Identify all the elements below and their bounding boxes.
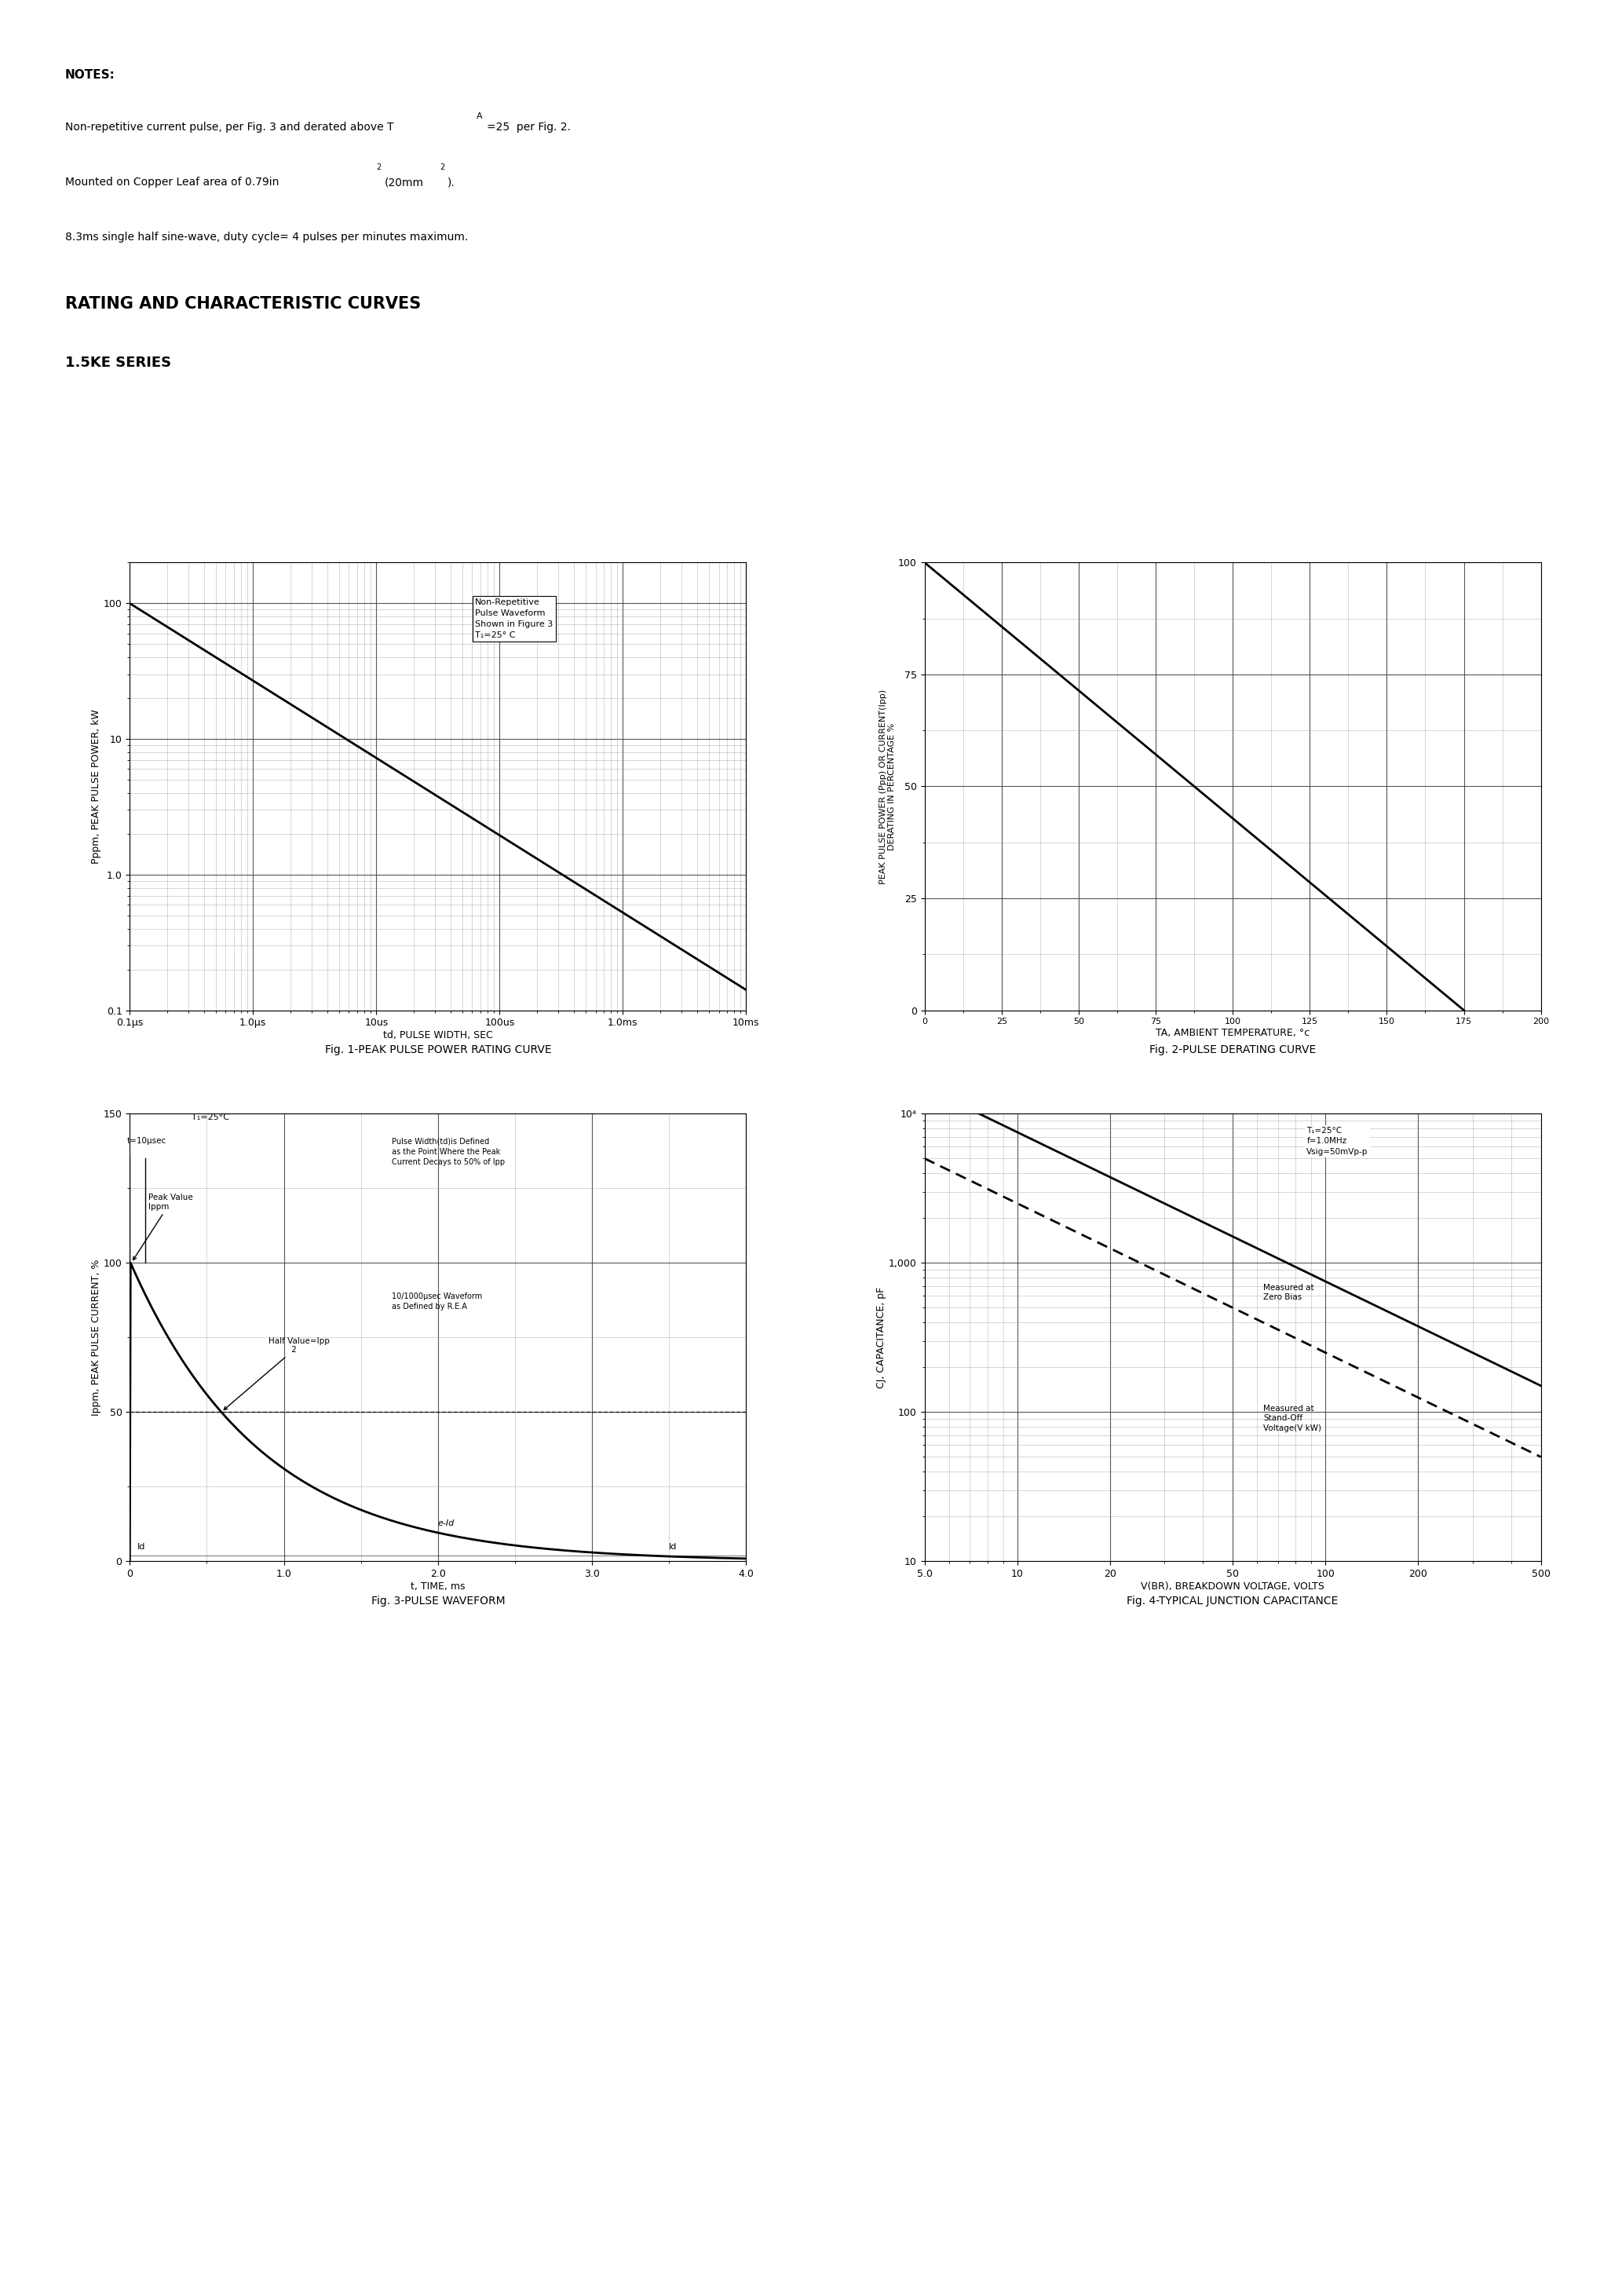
Text: Fig. 3-PULSE WAVEFORM: Fig. 3-PULSE WAVEFORM xyxy=(371,1596,504,1607)
X-axis label: t, TIME, ms: t, TIME, ms xyxy=(410,1582,466,1591)
Text: (20mm: (20mm xyxy=(384,177,423,188)
Text: T₁=25°C
f=1.0MHz
Vsig=50mVp-p: T₁=25°C f=1.0MHz Vsig=50mVp-p xyxy=(1307,1127,1369,1155)
Text: NOTES:: NOTES: xyxy=(65,69,115,80)
Text: t=10μsec: t=10μsec xyxy=(127,1137,165,1146)
Text: Fig. 4-TYPICAL JUNCTION CAPACITANCE: Fig. 4-TYPICAL JUNCTION CAPACITANCE xyxy=(1127,1596,1338,1607)
X-axis label: TA, AMBIENT TEMPERATURE, °c: TA, AMBIENT TEMPERATURE, °c xyxy=(1156,1029,1309,1038)
Text: Fig. 1-PEAK PULSE POWER RATING CURVE: Fig. 1-PEAK PULSE POWER RATING CURVE xyxy=(324,1045,551,1056)
Text: 8.3ms single half sine-wave, duty cycle= 4 pulses per minutes maximum.: 8.3ms single half sine-wave, duty cycle=… xyxy=(65,232,467,243)
X-axis label: td, PULSE WIDTH, SEC: td, PULSE WIDTH, SEC xyxy=(383,1031,493,1040)
Text: 2: 2 xyxy=(440,163,444,170)
Text: ).: ). xyxy=(448,177,456,188)
Text: Non-Repetitive
Pulse Waveform
Shown in Figure 3
T₁=25° C: Non-Repetitive Pulse Waveform Shown in F… xyxy=(475,599,553,638)
Text: Id: Id xyxy=(670,1543,678,1550)
Text: Peak Value
Ippm: Peak Value Ippm xyxy=(133,1194,193,1261)
Text: 1.5KE SERIES: 1.5KE SERIES xyxy=(65,356,170,370)
Text: Measured at
Stand-Off
Voltage(V kW): Measured at Stand-Off Voltage(V kW) xyxy=(1264,1405,1322,1433)
Text: Measured at
Zero Bias: Measured at Zero Bias xyxy=(1264,1283,1314,1302)
Y-axis label: PEAK PULSE POWER (Ppp) OR CURRENT(Ipp)
DERATING IN PERCENTAGE %: PEAK PULSE POWER (Ppp) OR CURRENT(Ipp) D… xyxy=(879,689,895,884)
Text: Mounted on Copper Leaf area of 0.79in: Mounted on Copper Leaf area of 0.79in xyxy=(65,177,279,188)
Y-axis label: Pppm, PEAK PULSE POWER, kW: Pppm, PEAK PULSE POWER, kW xyxy=(91,709,101,863)
Text: =25  per Fig. 2.: =25 per Fig. 2. xyxy=(487,122,571,133)
Text: e-Id: e-Id xyxy=(438,1520,454,1527)
Text: T₁=25°C: T₁=25°C xyxy=(191,1114,229,1120)
Y-axis label: CJ, CAPACITANCE, pF: CJ, CAPACITANCE, pF xyxy=(876,1286,887,1389)
Text: 2: 2 xyxy=(376,163,381,170)
Text: Non-repetitive current pulse, per Fig. 3 and derated above T: Non-repetitive current pulse, per Fig. 3… xyxy=(65,122,394,133)
Text: Id: Id xyxy=(138,1543,146,1550)
Text: Fig. 2-PULSE DERATING CURVE: Fig. 2-PULSE DERATING CURVE xyxy=(1150,1045,1315,1056)
Text: Half Value=Ipp
         2: Half Value=Ipp 2 xyxy=(224,1336,329,1410)
Text: RATING AND CHARACTERISTIC CURVES: RATING AND CHARACTERISTIC CURVES xyxy=(65,296,420,312)
Y-axis label: Ippm, PEAK PULSE CURRENT, %: Ippm, PEAK PULSE CURRENT, % xyxy=(91,1258,101,1417)
Text: Pulse Width(td)is Defined
as the Point Where the Peak
Current Decays to 50% of I: Pulse Width(td)is Defined as the Point W… xyxy=(393,1137,504,1166)
Text: A: A xyxy=(477,113,483,119)
X-axis label: V(BR), BREAKDOWN VOLTAGE, VOLTS: V(BR), BREAKDOWN VOLTAGE, VOLTS xyxy=(1140,1582,1325,1591)
Text: 10/1000μsec Waveform
as Defined by R.E.A: 10/1000μsec Waveform as Defined by R.E.A xyxy=(393,1293,482,1311)
